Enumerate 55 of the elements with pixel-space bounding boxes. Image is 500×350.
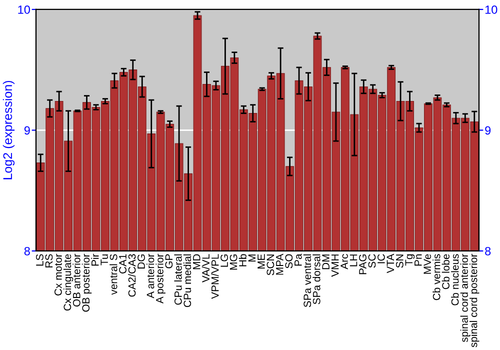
x-tick-label: VPM/VPL — [211, 254, 219, 299]
x-tick-label: Cb lobe — [442, 254, 450, 290]
y-tick-label: 9 — [24, 126, 30, 135]
x-tick-label: VA/VL — [202, 254, 210, 282]
x-tick-label: Pa — [294, 254, 302, 266]
x-tick-label: RS — [45, 254, 53, 268]
x-tick-label: Cb nucleus — [451, 254, 459, 306]
x-tick-label: ventral S — [110, 254, 118, 295]
x-tick-label: Cx cingulate — [63, 254, 74, 311]
x-tick-label: VTA — [386, 254, 394, 274]
x-tick-label: Cx motor — [54, 254, 62, 296]
x-tick-label: SN — [396, 254, 404, 268]
y2-tick-label: 9 — [485, 126, 491, 135]
y2-tick-label: 10 — [485, 5, 498, 14]
x-tick-label: MD — [193, 254, 200, 270]
x-tick-label: spinal cord anterior — [460, 254, 470, 342]
x-tick-label: spinal cord posterior — [470, 254, 480, 348]
x-tick-label: OB anterior — [72, 254, 80, 306]
x-tick-label: Pn — [414, 254, 422, 266]
x-tick-label: ME — [258, 254, 265, 268]
x-tick-label: DG — [138, 254, 145, 268]
x-tick-label: MVe — [424, 254, 432, 274]
x-tick-label: Cb vermis — [432, 254, 440, 300]
x-tick-label: LG — [220, 254, 228, 267]
x-tick-label: GP — [165, 254, 173, 268]
x-tick-label: Hb — [238, 254, 246, 266]
x-tick-label: SCN — [266, 254, 274, 276]
x-tick-label: CPu medial — [183, 254, 192, 308]
x-tick-label: CPu lateral — [174, 254, 182, 305]
x-tick-label: MG — [230, 254, 238, 270]
x-tick-label: A posterior — [156, 254, 166, 304]
x-tick-label: LS — [36, 254, 44, 266]
x-tick-label: M — [248, 254, 256, 262]
y-tick-label: 10 — [18, 5, 30, 14]
x-tick-label: SC — [368, 254, 376, 268]
x-tick-label: Arc — [340, 254, 348, 270]
x-tick-label: PAG — [359, 254, 366, 274]
x-tick-label: SPa ventral — [303, 254, 312, 308]
x-tick-label: OB posterior — [82, 254, 92, 312]
x-tick-label: A anterior — [146, 254, 154, 298]
x-tick-label: IC — [378, 254, 385, 264]
x-tick-label: MPA — [276, 254, 284, 275]
x-tick-label: SPa dorsal — [312, 254, 320, 304]
x-tick-label: SO — [285, 254, 293, 268]
x-tick-label: Tu — [100, 254, 108, 266]
x-tick-label: Pir — [91, 254, 99, 266]
x-tick-label: Tg — [405, 254, 415, 266]
x-tick-label: VMH — [331, 254, 339, 277]
x-tick-label: DM — [322, 254, 330, 270]
x-tick-label: LH — [350, 254, 358, 266]
y2-tick-label: 8 — [485, 246, 491, 256]
x-tick-label: CA2/CA3 — [128, 254, 136, 297]
y-tick-label: 8 — [24, 246, 30, 256]
y-axis-title: Log2 (expression) — [2, 80, 15, 180]
x-tick-label: CA1 — [119, 254, 126, 274]
